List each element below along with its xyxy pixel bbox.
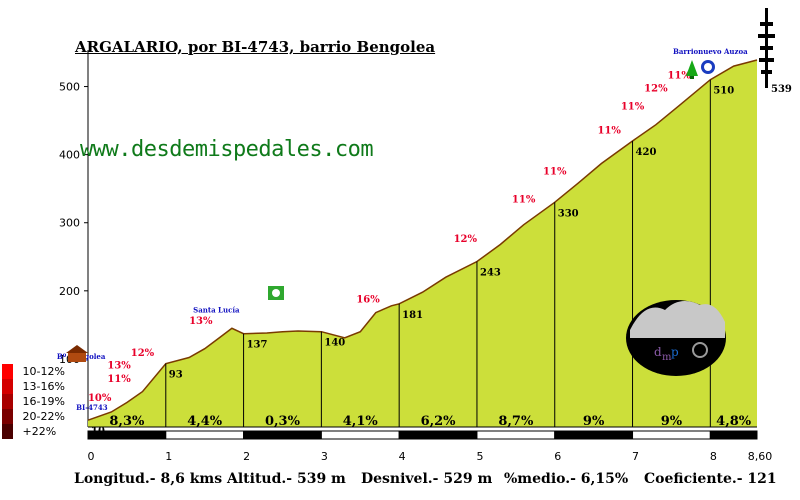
x-tick-label: 7	[632, 450, 639, 463]
place-label: Barrionuevo Auzoa	[673, 47, 748, 56]
axes: 1002003004005000123456788,60	[59, 50, 772, 463]
dmp-logo: d m p	[626, 300, 726, 376]
segment-gradient-label: 9%	[583, 414, 605, 429]
km-altitude-label: 330	[558, 208, 579, 219]
segment-gradient-label: 6,2%	[421, 414, 457, 429]
x-tick-label: 8	[710, 450, 717, 463]
fountain-icon	[268, 286, 284, 300]
legend-label: 20-22%	[22, 410, 65, 423]
segment-gradient-label: 8,3%	[109, 414, 145, 429]
x-tick-label: 4	[399, 450, 406, 463]
segment-gradient-label: 9%	[661, 414, 683, 429]
x-tick-label: 8,60	[748, 450, 773, 463]
profile-line	[87, 59, 758, 421]
footer-coefficient: Coeficiente.- 121	[644, 471, 777, 487]
place-label: Santa Lucía	[193, 306, 240, 315]
legend-swatch-1	[2, 364, 13, 379]
segment-bar	[476, 430, 556, 440]
legend-swatch-4	[2, 409, 13, 424]
grade-label: 13%	[107, 360, 131, 371]
segment-bar	[243, 430, 322, 440]
svg-text:p: p	[671, 345, 679, 359]
legend-row: 16-19%	[2, 394, 68, 409]
legend-swatch-2	[2, 379, 13, 394]
km-altitude-label: 510	[713, 86, 734, 97]
legend-label: 16-19%	[22, 395, 65, 408]
website-url: www.desdemispedales.com	[80, 137, 374, 162]
grade-label: 11%	[512, 194, 536, 205]
segment-gradient-label: 4,4%	[187, 414, 223, 429]
grade-label: 11%	[621, 102, 645, 113]
legend-row: +22%	[2, 424, 68, 439]
legend-label: 10-12%	[22, 365, 65, 378]
y-tick-label: 400	[59, 149, 80, 162]
svg-text:m: m	[662, 352, 672, 363]
grade-legend: 10-12% 13-16% 16-19% 20-22% +22%	[2, 364, 68, 439]
segment-gradient-bar: 8,3% 4,4% 0,3% 4,1% 6,2% 8,7% 9% 9% 4,8%	[87, 414, 758, 440]
grade-label: 11%	[107, 374, 131, 385]
grade-label: 11%	[543, 166, 567, 177]
segment-bar	[398, 430, 478, 440]
km-altitude-label: 181	[402, 310, 423, 321]
segment-gradient-label: 4,8%	[716, 414, 752, 429]
legend-row: 20-22%	[2, 409, 68, 424]
x-tick-label: 1	[165, 450, 172, 463]
decorations: d m p	[66, 8, 775, 376]
y-tick-label: 300	[59, 217, 80, 230]
grade-label: 11%	[667, 70, 691, 81]
segment-bar	[320, 430, 400, 440]
svg-text:d: d	[654, 345, 662, 359]
legend-swatch-3	[2, 394, 13, 409]
footer-climb: Desnivel.- 529 m	[361, 471, 493, 487]
segment-gradient-label: 4,1%	[343, 414, 379, 429]
house-icon	[66, 345, 88, 362]
antenna-icon	[758, 8, 775, 88]
km-altitude-label: 140	[324, 338, 345, 349]
km-altitude-label: 539	[771, 84, 792, 95]
grade-label: 10%	[88, 393, 112, 404]
x-tick-label: 2	[243, 450, 250, 463]
legend-swatch-5	[2, 424, 13, 439]
km-altitude-label: 10	[91, 426, 105, 437]
legend-row: 13-16%	[2, 379, 68, 394]
place-label: BI-4743	[76, 403, 108, 412]
profile-area	[87, 59, 758, 428]
segment-bar	[709, 430, 758, 440]
segment-bar	[165, 430, 245, 440]
chart-title: ARGALARIO, por BI-4743, barrio Bengolea	[75, 38, 436, 56]
grade-label: 12%	[644, 83, 668, 94]
footer-altitude: Altitud.- 539 m	[227, 471, 346, 487]
legend-label: 13-16%	[22, 380, 65, 393]
footer-length: Longitud.- 8,6 kms	[74, 471, 223, 487]
x-tick-label: 3	[321, 450, 328, 463]
x-tick-label: 5	[476, 450, 483, 463]
km-altitude-label: 93	[169, 370, 183, 381]
parking-icon	[701, 60, 715, 74]
grade-label: 12%	[131, 348, 155, 359]
footer-average: %medio.- 6,15%	[504, 471, 629, 487]
legend-label: +22%	[22, 425, 57, 438]
x-tick-label: 0	[88, 450, 95, 463]
segment-gradient-label: 0,3%	[265, 414, 301, 429]
segment-bar	[554, 430, 634, 440]
km-altitude-label: 137	[247, 340, 268, 351]
segment-gradient-label: 8,7%	[498, 414, 534, 429]
profile-fill	[88, 60, 757, 427]
y-tick-label: 200	[59, 285, 80, 298]
grade-label: 13%	[189, 316, 213, 327]
y-tick-label: 500	[59, 81, 80, 94]
legend-row: 10-12%	[2, 364, 68, 379]
grade-label: 16%	[356, 294, 380, 305]
grade-label: 11%	[597, 126, 621, 137]
km-altitude-label: 243	[480, 268, 501, 279]
grade-label: 12%	[454, 234, 478, 245]
x-tick-label: 6	[554, 450, 561, 463]
km-altitude-label: 420	[636, 147, 657, 158]
tree-icon	[686, 60, 698, 79]
segment-bar	[632, 430, 711, 440]
